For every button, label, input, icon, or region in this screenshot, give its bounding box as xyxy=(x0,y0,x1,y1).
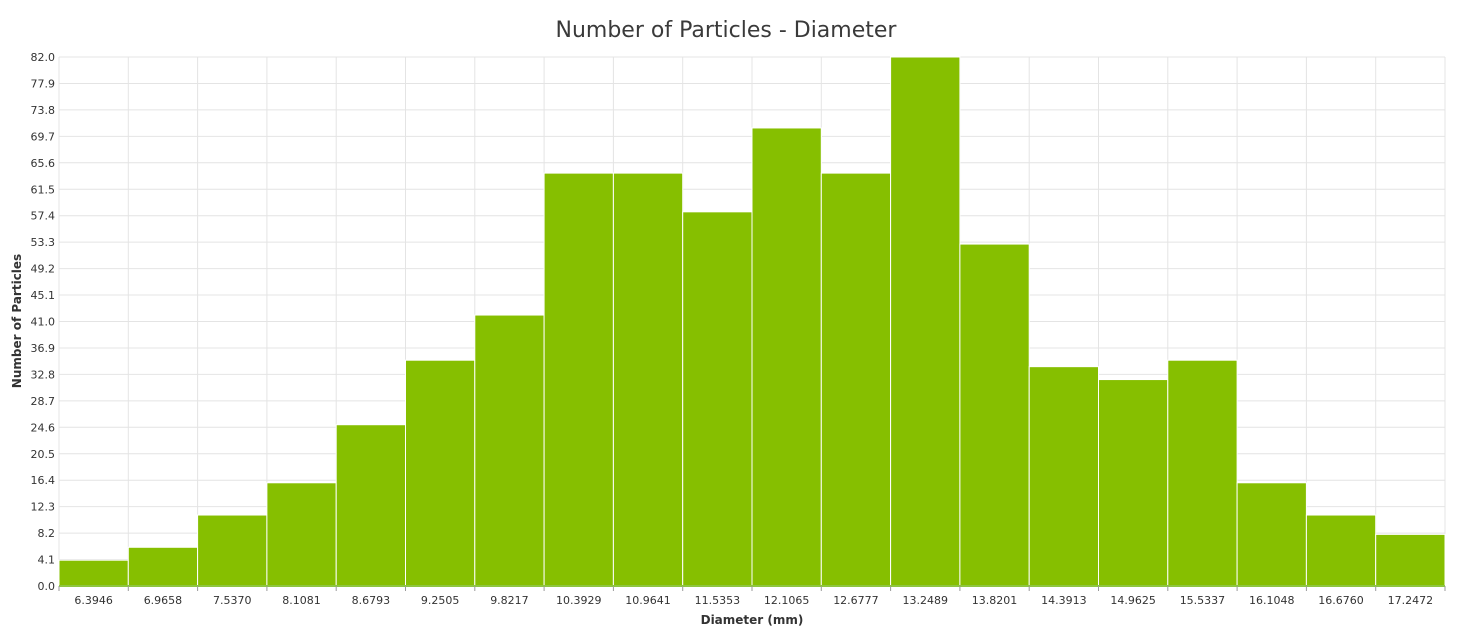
histogram-bar xyxy=(197,514,268,587)
y-tick-label: 73.8 xyxy=(31,104,56,117)
histogram-bar xyxy=(1028,366,1099,587)
y-tick-label: 61.5 xyxy=(31,183,56,196)
x-tick-label: 12.6777 xyxy=(833,594,879,607)
y-tick-label: 28.7 xyxy=(31,395,56,408)
histogram-bar xyxy=(959,243,1030,587)
histogram-bar xyxy=(820,172,892,587)
x-tick-label: 8.6793 xyxy=(352,594,391,607)
x-tick-label: 14.3913 xyxy=(1041,594,1087,607)
y-tick-label: 36.9 xyxy=(31,342,56,355)
x-tick-label: 6.3946 xyxy=(74,594,113,607)
y-tick-label: 24.6 xyxy=(31,421,56,434)
y-axis-label: Number of Particles xyxy=(10,254,24,388)
x-tick-label: 12.1065 xyxy=(764,594,810,607)
x-tick-label: 9.8217 xyxy=(490,594,529,607)
x-tick-label: 7.5370 xyxy=(213,594,252,607)
y-tick-label: 20.5 xyxy=(31,448,56,461)
x-tick-label: 15.5337 xyxy=(1180,594,1226,607)
histogram-bar xyxy=(682,211,753,587)
x-tick-label: 17.2472 xyxy=(1388,594,1434,607)
histogram-bar xyxy=(890,56,961,587)
y-tick-label: 41.0 xyxy=(31,316,56,329)
axis-layer: 0.0 4.1 8.2 12.3 16.4 20.5 24.6 28.7 32.8 36.9 41.… xyxy=(31,51,1446,607)
histogram-bar xyxy=(127,546,199,587)
y-tick-label: 65.6 xyxy=(31,157,56,170)
y-tick-label: 0.0 xyxy=(38,580,56,593)
y-tick-label: 8.2 xyxy=(38,527,56,540)
histogram-bar xyxy=(1375,533,1446,587)
y-tick-label: 57.4 xyxy=(31,210,56,223)
x-tick-label: 11.5353 xyxy=(695,594,741,607)
x-axis-label: Diameter (mm) xyxy=(701,613,804,627)
y-tick-label: 32.8 xyxy=(31,368,56,381)
chart-title: Number of Particles - Diameter xyxy=(555,18,897,43)
histogram-bar xyxy=(1305,514,1377,587)
y-tick-label: 12.3 xyxy=(31,501,56,514)
y-tick-label: 4.1 xyxy=(38,554,56,567)
x-tick-label: 16.6760 xyxy=(1318,594,1364,607)
x-tick-label: 14.9625 xyxy=(1110,594,1156,607)
x-tick-label: 9.2505 xyxy=(421,594,460,607)
histogram-bar xyxy=(1167,359,1238,587)
y-tick-label: 77.9 xyxy=(31,77,56,90)
x-tick-label: 13.8201 xyxy=(972,594,1018,607)
histogram-bar xyxy=(612,172,684,587)
histogram-bar xyxy=(1236,482,1307,587)
x-tick-label: 16.1048 xyxy=(1249,594,1295,607)
histogram-bar xyxy=(474,314,545,587)
x-tick-label: 6.9658 xyxy=(144,594,183,607)
x-tick-label: 13.2489 xyxy=(903,594,949,607)
histogram-bar xyxy=(266,482,337,587)
histogram-bar xyxy=(1098,379,1169,587)
x-tick-label: 10.3929 xyxy=(556,594,602,607)
bar-layer xyxy=(58,56,1446,587)
histogram-bar xyxy=(58,559,129,587)
y-tick-label: 69.7 xyxy=(31,130,56,143)
y-tick-label: 53.3 xyxy=(31,236,56,249)
histogram-bar xyxy=(543,172,614,587)
y-tick-label: 49.2 xyxy=(31,263,56,276)
x-tick-label: 8.1081 xyxy=(282,594,321,607)
y-tick-label: 16.4 xyxy=(31,474,56,487)
y-tick-label: 82.0 xyxy=(31,51,56,64)
histogram-bar xyxy=(405,359,476,587)
histogram-bar xyxy=(335,424,407,587)
x-tick-label: 10.9641 xyxy=(625,594,671,607)
y-tick-label: 45.1 xyxy=(31,289,56,302)
histogram-bar xyxy=(751,127,822,587)
